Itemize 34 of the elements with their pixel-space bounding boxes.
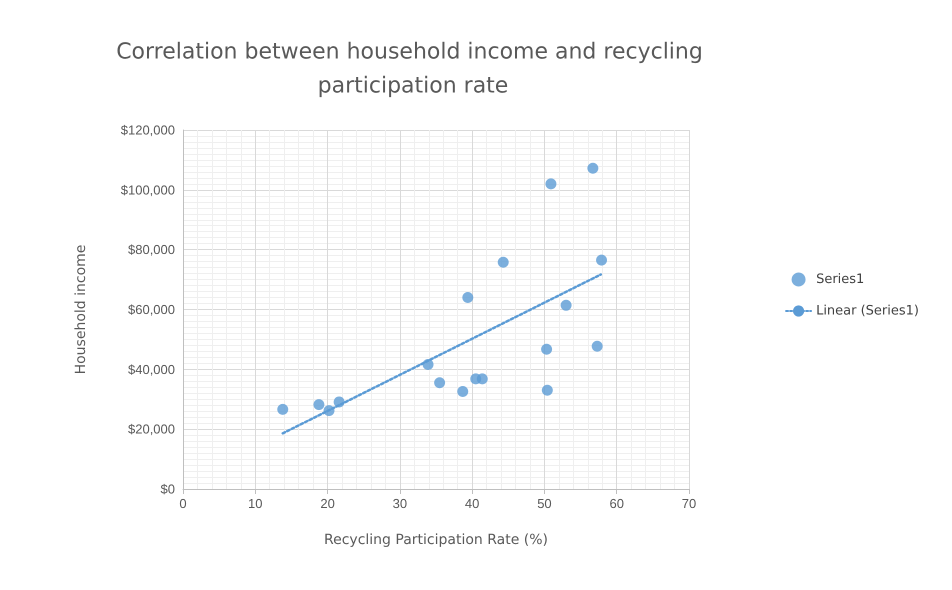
x-tick-label: 10 [248, 496, 263, 511]
point [545, 178, 556, 190]
y-tick-label: $20,000 [128, 422, 175, 437]
point [313, 399, 324, 410]
point [462, 292, 474, 304]
legend-label: Series1 [816, 272, 864, 287]
x-tick-label: 50 [537, 496, 552, 511]
x-tick-label: 20 [320, 496, 335, 511]
y-tick-label: $60,000 [128, 302, 175, 317]
point [596, 254, 608, 266]
point [592, 340, 603, 352]
x-tick-label: 30 [392, 496, 408, 511]
y-tick-label: $0 [160, 482, 175, 496]
chart-title: Correlation between household income and recycling participation rate [116, 40, 710, 98]
y-tick-label: $40,000 [128, 362, 175, 377]
point [434, 377, 446, 388]
y-axis-title: Household income [73, 244, 89, 374]
point [541, 344, 552, 355]
point [587, 162, 598, 174]
y-tick-label: $100,000 [120, 182, 175, 198]
x-tick-label: 70 [682, 496, 696, 511]
x-axis-title: Recycling Participation Rate (%) [324, 532, 548, 548]
point [498, 256, 509, 268]
y-tick-label: $80,000 [128, 242, 175, 258]
point [560, 300, 572, 311]
point [457, 386, 468, 397]
point [476, 373, 488, 384]
x-tick-label: 0 [179, 496, 187, 511]
x-tick-label: 60 [609, 496, 624, 511]
y-tick-label: $120,000 [120, 122, 175, 138]
legend-label: Linear (Series1) [816, 304, 920, 318]
point [277, 404, 288, 415]
x-tick-label: 40 [464, 496, 480, 511]
point [542, 384, 553, 396]
